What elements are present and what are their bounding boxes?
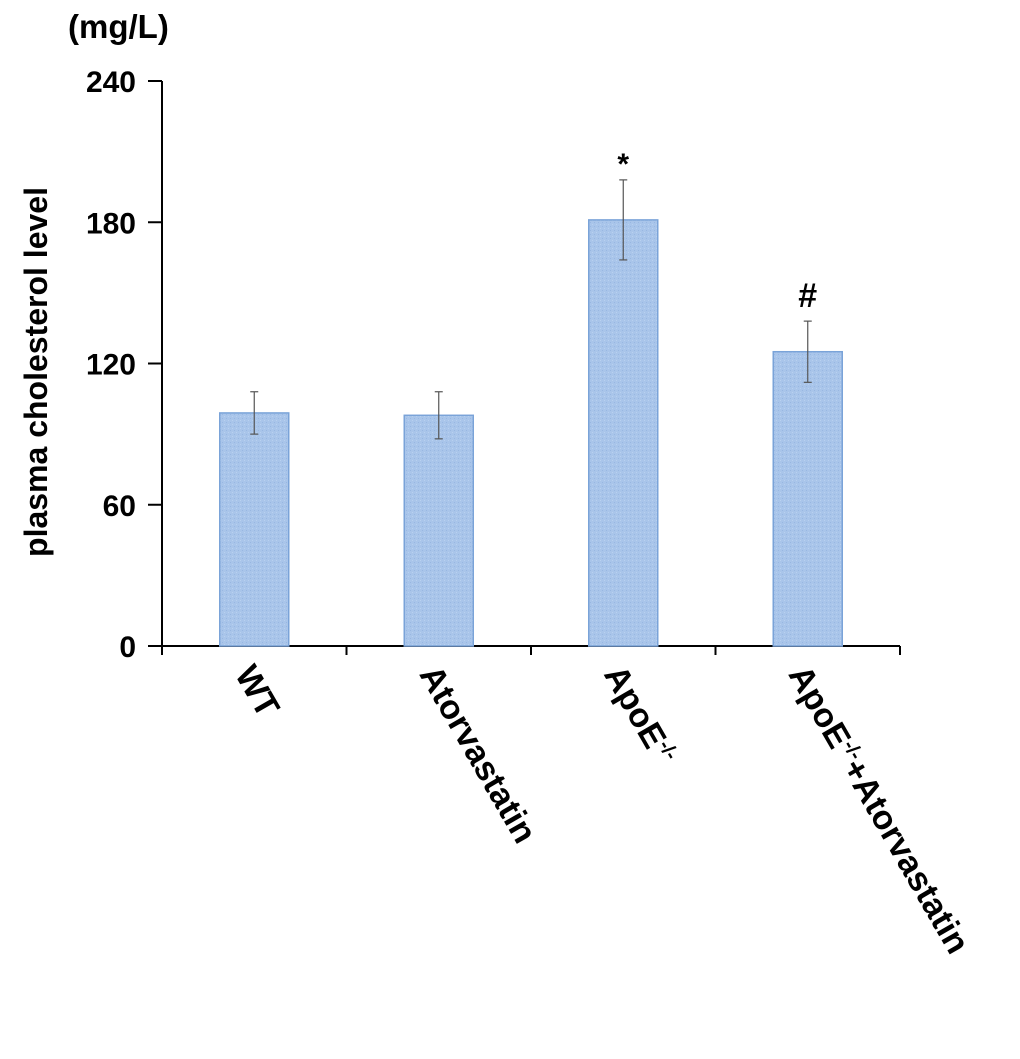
y-axis-label: plasma cholesterol level bbox=[18, 187, 54, 557]
y-tick-label: 240 bbox=[86, 66, 136, 99]
x-category-label: WT bbox=[227, 659, 286, 724]
y-tick-label: 0 bbox=[119, 631, 136, 664]
annotations-group: *# bbox=[617, 148, 817, 315]
y-ticks-group: 0 60 120 180 240 bbox=[86, 66, 162, 664]
bar-4 bbox=[772, 350, 843, 647]
y-unit-label: (mg/L) bbox=[68, 8, 169, 45]
significance-star: * bbox=[617, 148, 629, 181]
x-labels-group: WT Atorvastatin ApoE-/- ApoE-/-+Atorvastati… bbox=[227, 659, 976, 960]
bars-group bbox=[219, 219, 843, 647]
y-tick-label: 60 bbox=[103, 490, 136, 523]
x-category-label: ApoE-/- bbox=[596, 659, 683, 771]
error-bars-group bbox=[250, 179, 812, 440]
significance-hash: # bbox=[798, 277, 817, 315]
bar-2 bbox=[403, 414, 474, 647]
x-category-label: ApoE-/-+Atorvastatin bbox=[781, 659, 977, 960]
bar-3 bbox=[588, 219, 659, 647]
x-category-label: Atorvastatin bbox=[412, 659, 544, 850]
y-tick-label: 120 bbox=[86, 349, 136, 382]
bar-1 bbox=[219, 412, 290, 647]
y-tick-label: 180 bbox=[86, 207, 136, 240]
